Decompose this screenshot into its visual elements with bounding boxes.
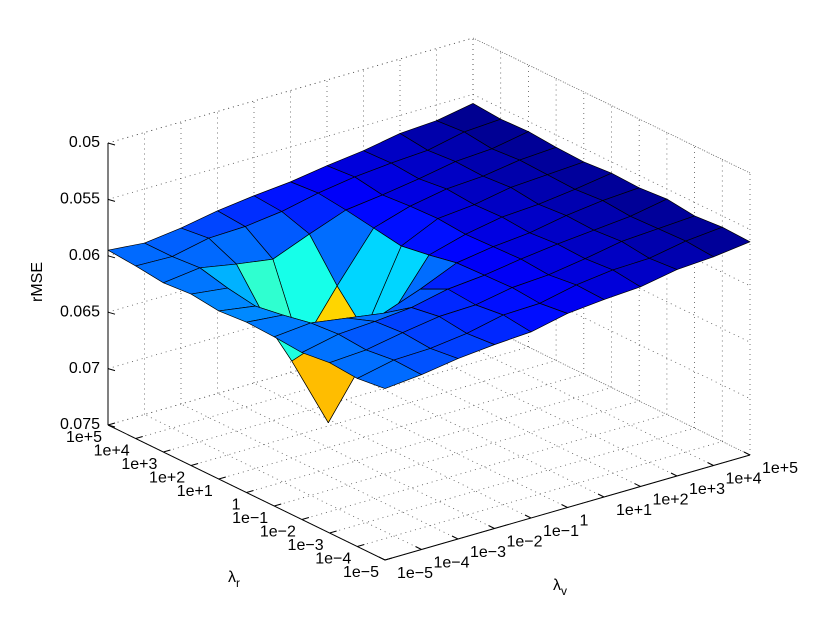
- z-tick: [107, 198, 116, 202]
- y-tick: [246, 490, 254, 493]
- y-tick: [301, 517, 310, 520]
- y-tick-label: 1e−1: [232, 510, 268, 527]
- surface: [107, 103, 751, 424]
- x-axis-label-symbol: λ: [553, 577, 561, 594]
- x-tick-label: 1e−2: [507, 534, 543, 551]
- y-tick-label: 1e+4: [94, 443, 130, 460]
- axis-layer: 1e−51e−41e−31e−21e−111e+11e+21e+31e+41e+…: [60, 134, 798, 582]
- grid-line: [218, 373, 584, 480]
- x-tick-label: 1e+3: [689, 481, 725, 498]
- x-tick: [488, 525, 495, 529]
- x-tick: [743, 451, 751, 456]
- y-tick-label: 1e−2: [260, 524, 296, 541]
- x-tick-label: 1e−1: [543, 523, 579, 540]
- grid-line: [301, 414, 668, 520]
- x-tick-label: 1e+5: [762, 460, 798, 477]
- x-axis-label: λv: [553, 577, 567, 598]
- y-tick-label: 1e+3: [121, 456, 157, 473]
- z-tick-label: 0.055: [60, 191, 100, 208]
- x-tick-label: 1e−3: [470, 544, 506, 561]
- z-tick-label: 0.06: [69, 247, 100, 264]
- x-tick-label: 1e+4: [726, 471, 762, 488]
- y-axis-label-subscript: r: [236, 576, 240, 590]
- grid-line: [253, 382, 532, 519]
- grid-layer: [107, 37, 751, 561]
- x-tick-label: 1e−4: [434, 555, 470, 572]
- x-tick: [707, 462, 714, 466]
- x-axis-label-subscript: v: [561, 584, 567, 598]
- x-tick: [597, 493, 605, 498]
- y-tick: [357, 544, 365, 547]
- x-axis-line: [384, 454, 751, 561]
- x-tick-label: 1: [580, 513, 589, 530]
- y-tick-label: 1e−4: [315, 551, 351, 568]
- x-tick: [670, 472, 678, 477]
- y-tick: [163, 449, 171, 453]
- x-tick-label: 1e+2: [653, 492, 689, 509]
- y-tick-label: 1e−5: [343, 564, 379, 581]
- z-axis-label: rMSE: [29, 262, 46, 302]
- z-tick-label: 0.07: [69, 360, 100, 377]
- y-tick: [135, 436, 143, 439]
- y-tick: [218, 476, 226, 480]
- x-tick: [415, 546, 422, 550]
- z-tick: [107, 311, 116, 315]
- z-tick-label: 0.065: [60, 303, 100, 320]
- y-axis-label-symbol: λ: [228, 569, 236, 586]
- grid-line: [217, 393, 495, 529]
- z-tick-label: 0.05: [69, 134, 100, 151]
- y-tick: [329, 530, 337, 534]
- x-tick: [561, 504, 568, 508]
- y-tick-label: 1: [232, 497, 241, 514]
- y-tick-label: 1e+2: [149, 470, 185, 487]
- y-tick-label: 1e+1: [177, 483, 213, 500]
- z-tick-label: 0.075: [60, 416, 100, 433]
- z-tick: [107, 142, 116, 146]
- y-tick-label: 1e+5: [66, 429, 102, 446]
- x-tick-label: 1e+1: [616, 502, 652, 519]
- x-tick: [634, 483, 641, 487]
- y-tick: [190, 463, 199, 466]
- z-tick: [107, 255, 116, 259]
- y-axis-line: [107, 424, 386, 561]
- y-tick-label: 1e−3: [288, 537, 324, 554]
- z-tick: [107, 368, 116, 372]
- grid-line: [246, 387, 612, 493]
- x-tick-label: 1e−5: [397, 565, 433, 582]
- surface-face: [356, 359, 422, 389]
- x-tick: [524, 514, 532, 519]
- x-tick: [451, 535, 459, 540]
- y-tick: [274, 503, 282, 507]
- y-tick: [107, 422, 116, 426]
- y-axis-label: λr: [228, 569, 240, 590]
